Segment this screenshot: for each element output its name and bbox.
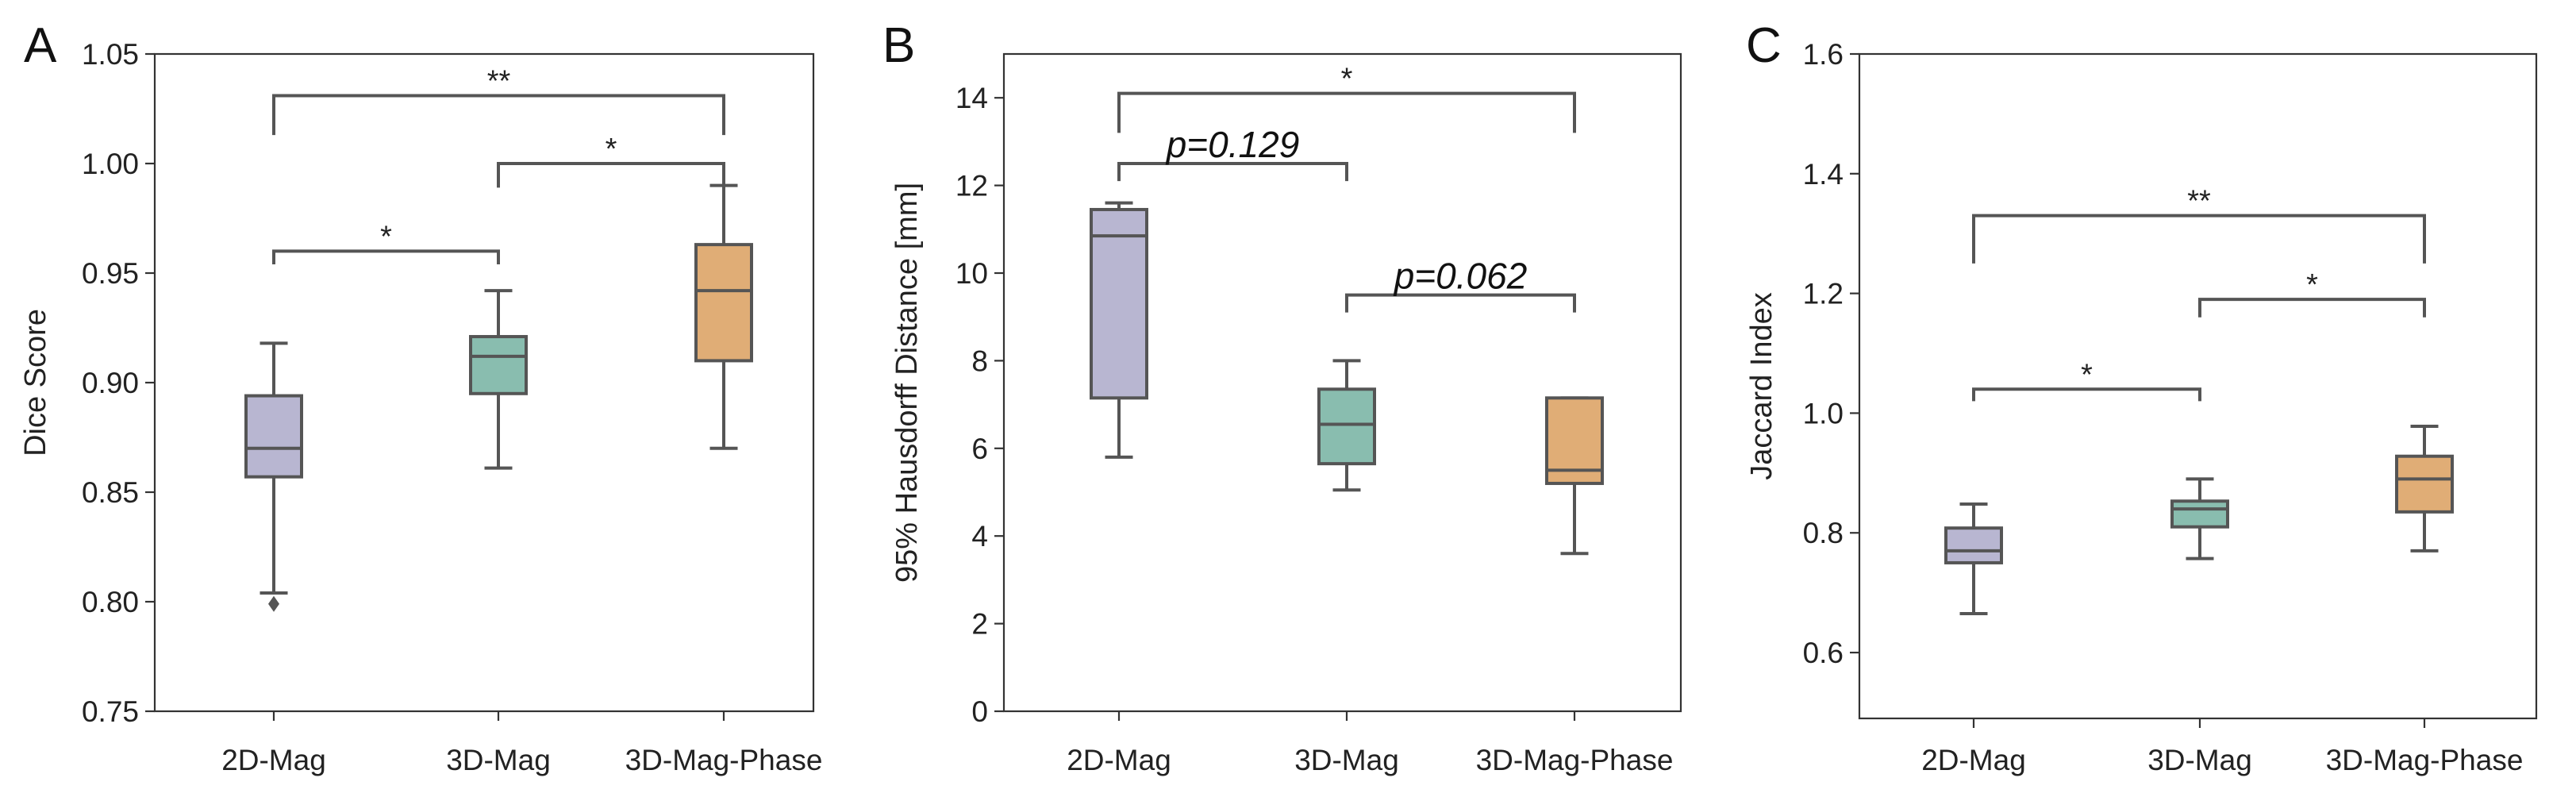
x-category-label: 3D-Mag-Phase [2326,744,2524,776]
y-tick-label: 0.8 [1803,517,1844,549]
box-3d-mag-phase [694,183,753,450]
significance-bracket [272,94,725,136]
box-2d-mag [1090,201,1148,459]
significance-bracket [1117,91,1576,133]
iqr-box [694,243,753,363]
y-axis-label: Dice Score [19,309,52,456]
y-tick-label: 2 [971,608,988,641]
panel-b-hausdorff-distance: B 95% Hausdorff Distance [mm] 0 2 4 6 8 10 12 14 2… [882,18,1682,776]
box-3d-mag [2170,477,2229,560]
box-3d-mag [1317,359,1376,492]
box-3d-mag [469,289,528,470]
y-tick-label: 0.90 [82,367,139,399]
significance-bracket [272,249,500,264]
y-tick-label: 1.2 [1803,278,1844,310]
panel-letter: A [24,18,57,73]
y-tick-label: 12 [955,170,988,202]
y-tick-label: 0.80 [82,586,139,618]
box-3d-mag-phase [2395,425,2454,553]
box-2d-mag [244,341,303,612]
y-tick-label: 8 [971,345,988,377]
box-2d-mag [1944,502,2003,616]
y-tick-label: 14 [955,82,988,114]
x-category-label: 2D-Mag [1921,744,2026,776]
significance-bracket [1345,293,1576,313]
y-tick-label: 0.75 [82,695,139,728]
significance-bracket [1972,214,2426,264]
panel-c-jaccard-index: C Jaccard Index 0.6 0.8 1.0 1.2 1.4 1.6 2D-Mag 3D… [1745,18,2538,776]
y-tick-label: 0.85 [82,476,139,509]
iqr-box [1944,526,2003,564]
y-tick-label: 6 [971,433,988,465]
y-tick-label: 1.4 [1803,158,1844,191]
x-category-label: 2D-Mag [221,744,326,776]
outlier-point [268,595,279,612]
iqr-box [2170,499,2229,529]
iqr-box [469,335,528,395]
significance-label: * [2306,268,2318,302]
y-tick-label: 0.6 [1803,637,1844,669]
y-tick-label: 1.6 [1803,38,1844,71]
x-category-label: 2D-Mag [1067,744,1171,776]
significance-label: * [380,220,392,253]
y-tick-label: 0.95 [82,257,139,290]
significance-bracket [497,162,725,188]
y-tick-label: 1.00 [82,148,139,180]
y-axis-label: 95% Hausdorff Distance [mm] [890,183,924,583]
iqr-box [2395,454,2454,514]
y-axis-label: Jaccard Index [1745,292,1778,480]
plot-frame [1858,52,2538,720]
significance-bracket [1972,387,2201,402]
iqr-box [1317,387,1376,466]
significance-label: * [2081,358,2093,391]
x-category-label: 3D-Mag-Phase [1476,744,1674,776]
y-tick-label: 0 [971,695,988,728]
p-value-label: p=0.129 [1165,124,1300,165]
iqr-box [244,394,303,479]
y-tick-label: 10 [955,257,988,290]
significance-label: ** [2187,185,2211,218]
panel-letter: C [1746,18,1782,73]
x-category-label: 3D-Mag [2147,744,2252,776]
iqr-box [1090,207,1148,400]
x-category-label: 3D-Mag [1294,744,1399,776]
x-category-label: 3D-Mag-Phase [625,744,823,776]
plot-frame [1002,52,1682,713]
significance-label: * [1341,63,1353,96]
box-3d-mag-phase [1545,396,1604,556]
panel-a-dice-score: A Dice Score 0.75 0.80 0.85 0.90 0.95 1.00 1.05 2… [19,18,822,776]
y-tick-label: 1.0 [1803,397,1844,429]
p-value-label: p=0.062 [1393,256,1528,297]
y-tick-label: 1.05 [82,38,139,71]
y-tick-label: 4 [971,520,988,553]
significance-bracket [1117,162,1348,182]
significance-label: * [606,133,617,166]
significance-label: ** [487,64,511,98]
panel-letter: B [882,18,915,73]
significance-bracket [2198,298,2426,318]
x-category-label: 3D-Mag [446,744,551,776]
